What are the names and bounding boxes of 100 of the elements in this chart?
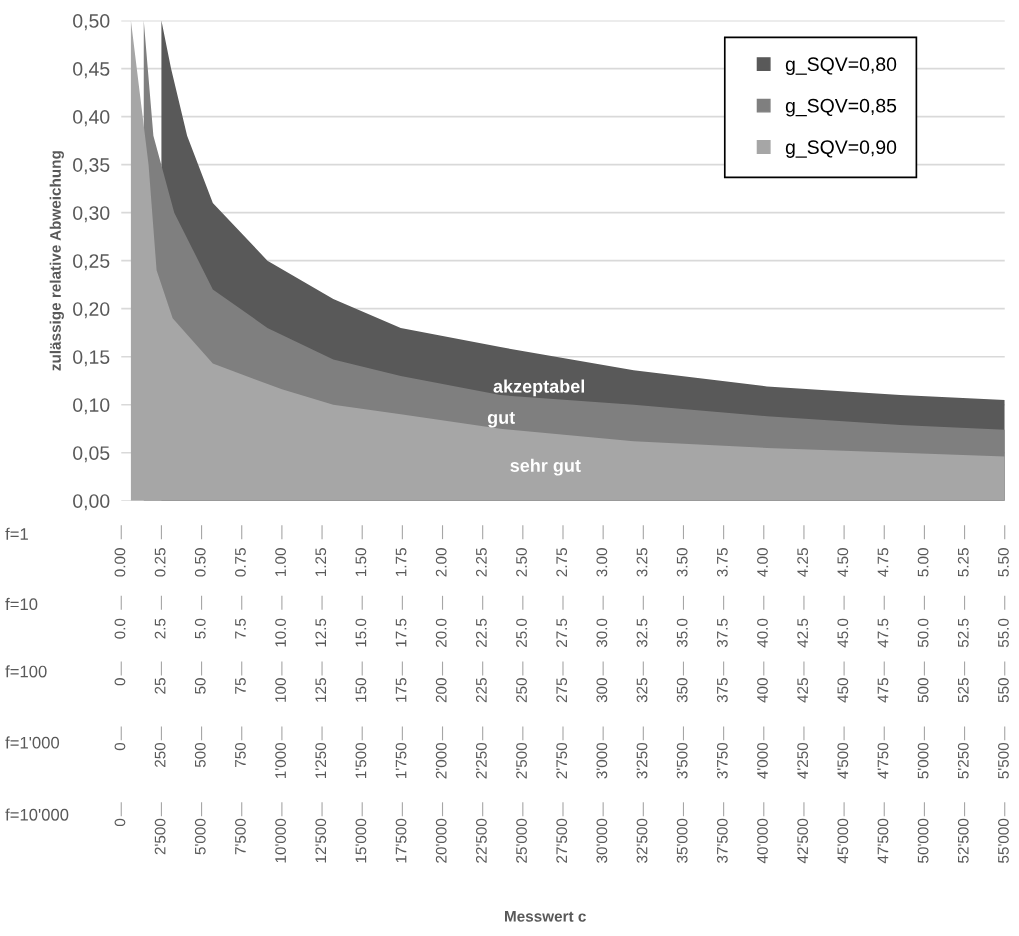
text: f=1: [5, 527, 28, 540]
x-tick-label: 4.25: [797, 548, 809, 577]
x-tick-label: 1.50: [355, 548, 367, 577]
text: f=1'000: [5, 736, 60, 749]
text: 37'500: [716, 818, 728, 863]
text: 125: [315, 678, 327, 702]
text: 50'000: [917, 818, 929, 863]
x-tick-label: 3.25: [636, 548, 648, 577]
x-tick-label: 0.75: [235, 548, 246, 577]
text: 25'000: [516, 818, 527, 863]
x-tick-label: 5.25: [957, 548, 969, 577]
text: Messwert c: [505, 911, 586, 922]
legend-label: g_SQV=0,85: [785, 98, 897, 117]
x-tick-label: 4.75: [877, 548, 889, 577]
text: 1'250: [315, 742, 327, 779]
text: 4'250: [797, 742, 809, 779]
x2-tick-label: 52.5: [957, 618, 969, 648]
text: 250: [516, 678, 527, 703]
text: 350: [676, 678, 688, 703]
text: 175: [395, 678, 407, 702]
x2-tick-label: 25.0: [516, 618, 527, 648]
x-tick-label: 0.25: [154, 548, 166, 577]
x-tick-label: 1.00: [275, 548, 286, 577]
x2-tick-label: 35.0: [676, 618, 688, 648]
text: 15'000: [355, 818, 367, 863]
text: 2'250: [475, 742, 487, 779]
text: 50: [194, 678, 206, 694]
x2-tick-label: 50.0: [917, 618, 929, 648]
text: 3'250: [636, 742, 648, 779]
x2-tick-label: 42.5: [797, 618, 809, 648]
x-tick-label: 3.00: [596, 548, 608, 577]
x2-tick-label: 2.5: [154, 618, 166, 639]
text: 400: [757, 678, 768, 703]
text: 2'500: [154, 818, 166, 855]
x-tick-label: 0.00: [114, 548, 126, 577]
x-tick-label: 4.00: [757, 548, 768, 577]
text: 5'500: [998, 742, 1009, 779]
text: 40'000: [757, 818, 768, 864]
x-tick-label: 3.50: [676, 548, 688, 577]
text: 17'500: [395, 818, 407, 863]
text: 32'500: [636, 818, 648, 863]
x-tick-label: 2.25: [475, 548, 487, 577]
text: 52'500: [957, 818, 969, 863]
x2-tick-label: 12.5: [315, 618, 327, 647]
text: 500: [917, 678, 929, 703]
y-tick-label: 0,05: [73, 446, 110, 463]
y-tick-label: 0,30: [73, 206, 110, 223]
text: 375: [716, 678, 728, 703]
text: 42'500: [797, 818, 809, 864]
text: 1'750: [395, 742, 407, 779]
text: 10'000: [275, 818, 286, 863]
text: 2'500: [516, 742, 527, 779]
text: 5'250: [957, 742, 969, 779]
x2-tick-label: 5.0: [194, 618, 206, 639]
text: f=10: [5, 597, 38, 611]
text: 47'500: [877, 818, 889, 864]
text: 275: [556, 678, 568, 703]
x-tick-label: 3.75: [716, 548, 728, 577]
x2-tick-label: 22.5: [475, 618, 487, 648]
text: 1'000: [275, 742, 286, 779]
annotation: sehr gut: [510, 458, 581, 476]
text: 5'000: [917, 742, 929, 779]
y-tick-label: 0,10: [73, 398, 110, 415]
x-tick-label: 4.50: [837, 548, 849, 577]
y-tick-label: 0,35: [73, 158, 110, 175]
text: 500: [194, 742, 206, 768]
text: 550: [998, 678, 1009, 703]
text: 0: [114, 678, 126, 686]
text: 300: [596, 678, 608, 703]
text: 750: [235, 742, 246, 767]
legend-label: g_SQV=0,90: [785, 140, 897, 158]
x-tick-label: 0.50: [194, 548, 206, 577]
text: 75: [235, 678, 246, 694]
x-tick-label: 2.75: [556, 548, 568, 577]
text: 20'000: [435, 818, 447, 863]
y-tick-label: 0,15: [73, 350, 110, 367]
text: 25: [154, 678, 166, 694]
text: 3'000: [596, 742, 608, 779]
text: 325: [636, 678, 648, 703]
text: 4'500: [837, 742, 849, 779]
x2-tick-label: 37.5: [716, 618, 728, 648]
text: 35'000: [676, 818, 688, 863]
text: 0: [114, 742, 126, 751]
x2-tick-label: 55.0: [998, 618, 1009, 648]
x2-tick-label: 30.0: [596, 618, 608, 648]
text: 200: [435, 678, 447, 703]
annotation: gut: [487, 411, 515, 428]
x2-tick-label: 7.5: [235, 618, 246, 639]
y-axis-title: zulässige relative Abweichung: [49, 151, 64, 371]
text: f=100: [5, 665, 47, 678]
text: f=10'000: [5, 808, 69, 821]
x2-tick-label: 45.0: [837, 618, 849, 648]
text: 45'000: [837, 818, 849, 864]
x-tick-label: 2.00: [435, 548, 447, 577]
x2-tick-label: 0.0: [114, 618, 126, 639]
text: 425: [797, 678, 809, 703]
x2-tick-label: 10.0: [275, 618, 286, 647]
x2-tick-label: 27.5: [556, 618, 568, 648]
y-tick-label: 0,50: [73, 14, 110, 31]
legend-label: g_SQV=0,80: [785, 57, 897, 75]
